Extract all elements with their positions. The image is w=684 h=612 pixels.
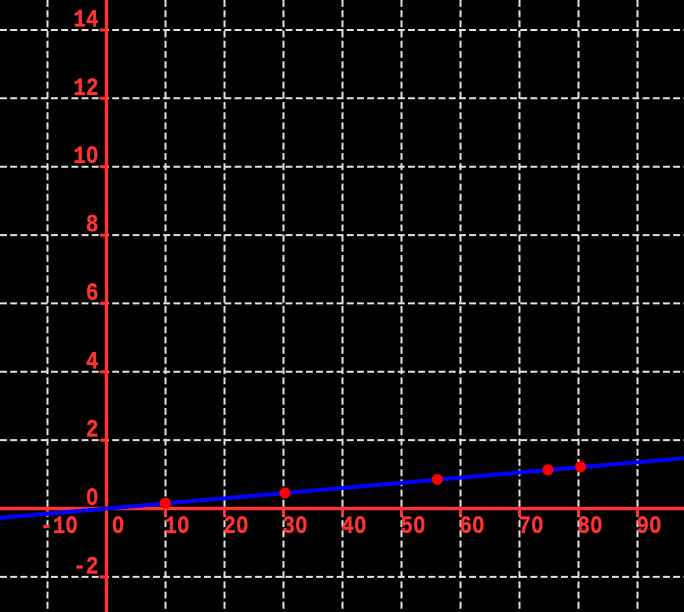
svg-text:90: 90 xyxy=(636,513,661,541)
svg-text:4: 4 xyxy=(86,348,99,376)
svg-text:60: 60 xyxy=(459,513,484,541)
svg-text:12: 12 xyxy=(73,74,98,102)
svg-text:50: 50 xyxy=(400,513,425,541)
svg-text:40: 40 xyxy=(341,513,366,541)
svg-text:8: 8 xyxy=(86,211,99,239)
svg-text:10: 10 xyxy=(164,513,189,541)
svg-text:14: 14 xyxy=(73,6,98,34)
svg-text:70: 70 xyxy=(518,513,543,541)
svg-text:-2: -2 xyxy=(73,553,98,581)
svg-text:30: 30 xyxy=(282,513,307,541)
svg-text:80: 80 xyxy=(577,513,602,541)
svg-text:6: 6 xyxy=(86,279,99,307)
svg-text:2: 2 xyxy=(86,416,99,444)
svg-text:20: 20 xyxy=(223,513,248,541)
svg-text:10: 10 xyxy=(73,143,98,171)
